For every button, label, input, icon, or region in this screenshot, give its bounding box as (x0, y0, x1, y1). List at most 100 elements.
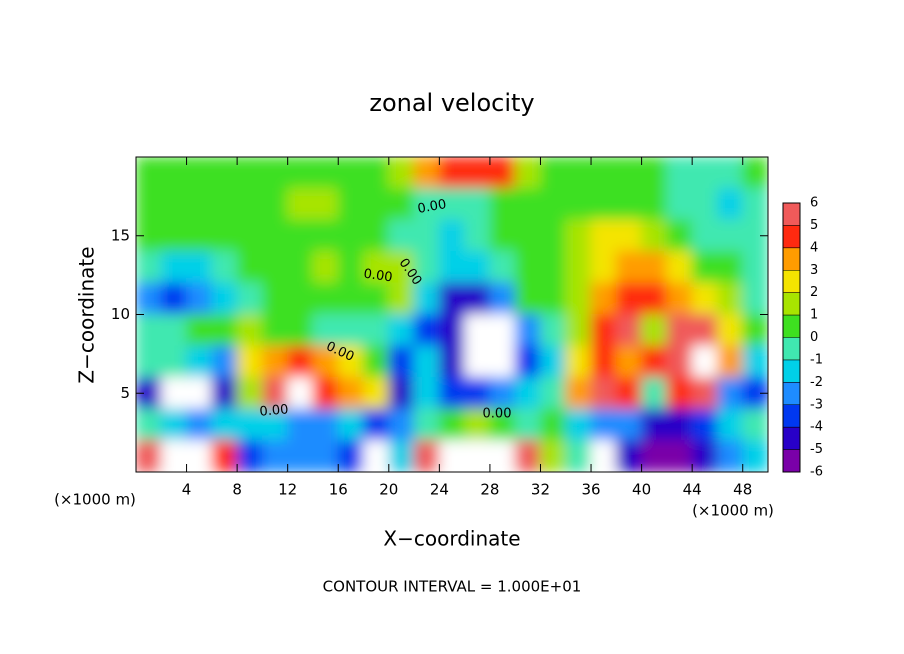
cell (363, 408, 390, 441)
cell (312, 188, 339, 221)
cell (236, 219, 263, 252)
cell (261, 377, 289, 410)
cell (160, 345, 188, 378)
cell (261, 219, 289, 252)
cell (337, 219, 365, 252)
cell (413, 440, 440, 472)
colorbar-band (783, 292, 800, 316)
cell (312, 377, 339, 410)
cell (337, 440, 365, 472)
cell (211, 408, 238, 441)
cell (438, 157, 466, 189)
cell (539, 251, 567, 284)
cell (236, 314, 263, 347)
cell (211, 219, 238, 252)
cell (211, 314, 238, 347)
cell (337, 345, 365, 378)
cell (641, 251, 668, 284)
cell (691, 219, 718, 252)
cell (590, 157, 617, 189)
contour-label: 0.00 (363, 267, 394, 286)
cell (136, 314, 162, 347)
cell (489, 157, 516, 189)
cell (160, 219, 188, 252)
x-tick-label: 8 (232, 481, 242, 499)
cell (211, 282, 238, 315)
colorbar-tick-label: -5 (810, 442, 823, 457)
cell (666, 345, 693, 378)
cell (388, 314, 415, 347)
cell (160, 157, 188, 189)
cell (388, 219, 415, 252)
cell (590, 251, 617, 284)
cell (312, 251, 339, 284)
colorbar-tick-label: 2 (810, 285, 818, 300)
cell (539, 188, 567, 221)
cell (236, 345, 263, 378)
cell (388, 157, 415, 189)
cell (236, 251, 263, 284)
colorbar-band (783, 203, 800, 226)
cell (236, 157, 263, 189)
cell (565, 377, 592, 410)
colorbar-band (783, 382, 800, 405)
cell (438, 282, 466, 315)
cell (236, 188, 263, 221)
cell (211, 377, 238, 410)
x-tick-label: 48 (733, 481, 752, 499)
colorbar-band (783, 225, 800, 248)
colorbar-tick-label: 3 (810, 263, 818, 278)
cell (716, 440, 744, 472)
cell (136, 345, 162, 378)
footer: CONTOUR INTERVAL = 1.000E+01 (323, 578, 582, 596)
colorbar-tick-label: 6 (810, 196, 818, 211)
cell (363, 219, 390, 252)
cell (590, 377, 617, 410)
cell (287, 251, 314, 284)
x-tick-label: 12 (278, 481, 297, 499)
cell (615, 314, 643, 347)
colorbar-tick-label: -4 (810, 420, 823, 435)
cell (363, 251, 390, 284)
cell (539, 219, 567, 252)
cell (691, 251, 718, 284)
cell (666, 219, 693, 252)
cell (641, 408, 668, 441)
x-tick-label: 36 (581, 481, 600, 499)
cell (565, 219, 592, 252)
cell (590, 219, 617, 252)
cell (261, 157, 289, 189)
cell (186, 157, 213, 189)
cell (211, 188, 238, 221)
cell (160, 314, 188, 347)
cell (691, 377, 718, 410)
cell (666, 282, 693, 315)
cell (691, 440, 718, 472)
cell (363, 345, 390, 378)
cell (590, 440, 617, 472)
cell (666, 251, 693, 284)
cell (514, 408, 541, 441)
cell (287, 440, 314, 472)
x-tick-label: 32 (531, 481, 550, 499)
cell (666, 408, 693, 441)
cell (691, 345, 718, 378)
cell (514, 377, 541, 410)
cell (514, 345, 541, 378)
cell (615, 282, 643, 315)
cell (464, 408, 491, 441)
y-tick-label: 5 (120, 384, 130, 402)
y-tick-label: 10 (111, 305, 130, 323)
cell (236, 408, 263, 441)
cell (261, 251, 289, 284)
contour-label: 0.00 (259, 402, 289, 419)
cell (312, 345, 339, 378)
cell (489, 440, 516, 472)
colorbar-tick-label: -3 (810, 397, 823, 412)
cell (539, 282, 567, 315)
contour-label: 0.00 (416, 197, 447, 217)
cell (539, 408, 567, 441)
cell (691, 408, 718, 441)
cell (312, 408, 339, 441)
